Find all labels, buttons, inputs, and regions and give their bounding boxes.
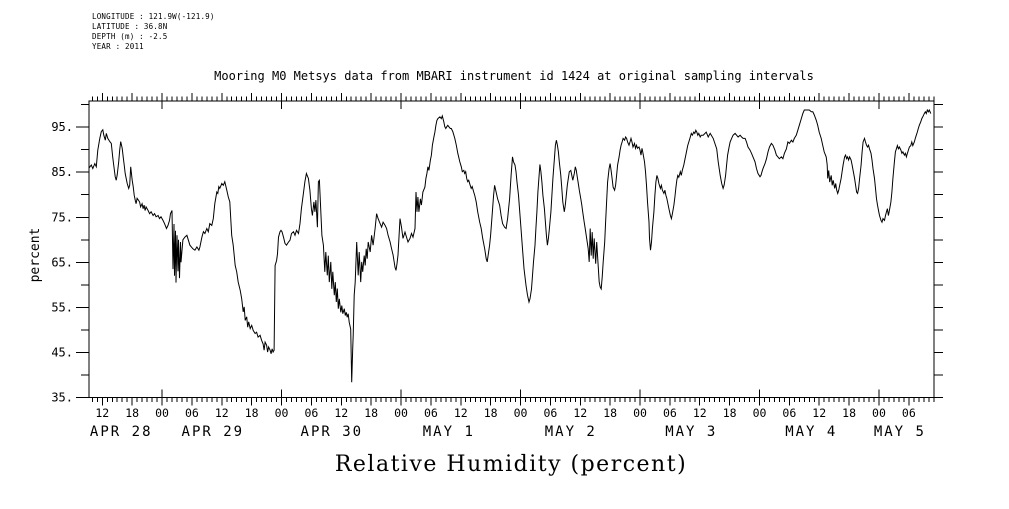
- x-hour-label: 12: [454, 406, 468, 420]
- y-tick-label: 75.: [51, 210, 73, 224]
- x-hour-label: 06: [304, 406, 318, 420]
- y-tick-label: 45.: [51, 345, 73, 359]
- x-date-label: MAY 2: [545, 424, 597, 440]
- y-tick-label: 85.: [51, 165, 73, 179]
- y-tick-label: 95.: [51, 120, 73, 134]
- axes: [76, 93, 943, 406]
- x-hour-label: 06: [782, 406, 796, 420]
- x-hour-label: 18: [723, 406, 737, 420]
- x-hour-label: 18: [842, 406, 856, 420]
- x-date-label: MAY 3: [665, 424, 717, 440]
- x-hour-label: 00: [394, 406, 408, 420]
- tick-labels: 35. 45. 55. 65. 75. 85. 95. 12 18 00 06 12 18 00 06 12 1…: [51, 120, 926, 440]
- x-date-label: MAY 5: [874, 424, 926, 440]
- y-tick-label: 65.: [51, 255, 73, 269]
- x-hour-label: 06: [424, 406, 438, 420]
- x-hour-label: 00: [514, 406, 528, 420]
- x-hour-label: 12: [812, 406, 826, 420]
- y-axis-label: percent: [28, 228, 43, 283]
- x-hour-label: 12: [573, 406, 587, 420]
- x-hour-label: 00: [872, 406, 886, 420]
- x-hour-label: 06: [663, 406, 677, 420]
- x-hour-label: 06: [185, 406, 199, 420]
- plot-title: Mooring M0 Metsys data from MBARI instru…: [214, 69, 814, 83]
- x-date-label: APR 30: [301, 424, 364, 440]
- x-date-label: MAY 4: [785, 424, 837, 440]
- relative-humidity-line: [88, 108, 932, 383]
- x-hour-label: 12: [215, 406, 229, 420]
- x-hour-label: 00: [275, 406, 289, 420]
- data-series: [88, 108, 932, 383]
- x-hour-label: 12: [95, 406, 109, 420]
- x-hour-label: 12: [693, 406, 707, 420]
- x-hour-label: 00: [633, 406, 647, 420]
- x-date-label: MAY 1: [423, 424, 475, 440]
- plot-frame: [88, 100, 935, 398]
- x-hour-label: 06: [543, 406, 557, 420]
- x-hour-label: 18: [364, 406, 378, 420]
- metadata-year: YEAR : 2011: [92, 42, 144, 51]
- metadata-latitude: LATITUDE : 36.8N: [92, 22, 167, 31]
- x-hour-label: 00: [155, 406, 169, 420]
- x-axis-caption: Relative Humidity (percent): [335, 452, 687, 477]
- x-hour-label: 18: [484, 406, 498, 420]
- x-date-label: APR 28: [90, 424, 153, 440]
- x-hour-label: 18: [245, 406, 259, 420]
- metadata-block: LONGITUDE : 121.9W(-121.9) LATITUDE : 36…: [92, 12, 215, 51]
- x-hour-label: 18: [125, 406, 139, 420]
- x-hour-label: 00: [753, 406, 767, 420]
- y-tick-label: 55.: [51, 300, 73, 314]
- x-date-label: APR 29: [182, 424, 245, 440]
- x-hour-label: 12: [334, 406, 348, 420]
- x-hour-label: 06: [902, 406, 916, 420]
- x-hour-label: 18: [603, 406, 617, 420]
- y-tick-label: 35.: [51, 391, 73, 405]
- metadata-depth: DEPTH (m) : -2.5: [92, 32, 167, 41]
- metadata-longitude: LONGITUDE : 121.9W(-121.9): [92, 12, 215, 21]
